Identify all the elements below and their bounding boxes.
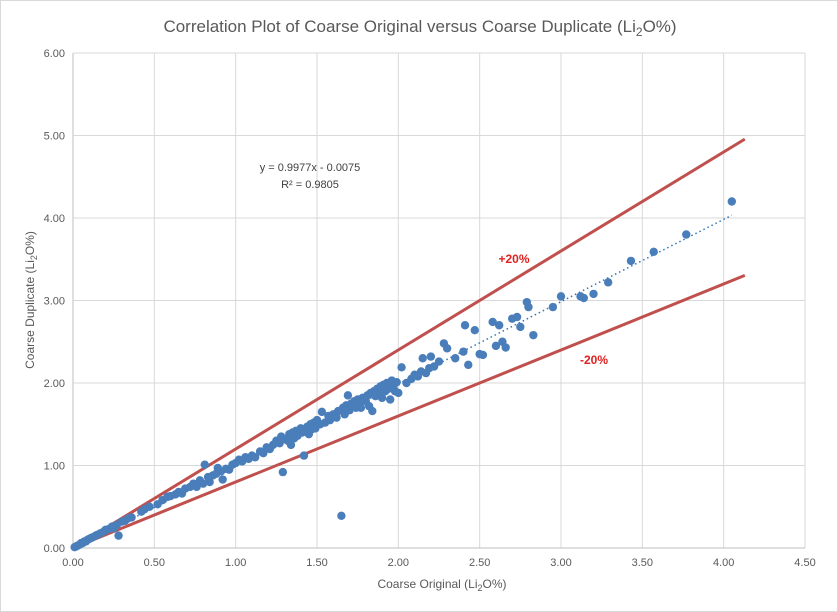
data-point [200,460,209,469]
x-tick-label: 3.50 [632,557,653,569]
data-point [512,312,522,322]
data-point [579,293,588,303]
data-point [368,406,377,416]
x-tick-label: 3.00 [550,557,571,569]
y-tick-labels: 0.00 1.00 2.00 3.00 4.00 5.00 6.00 [44,48,65,555]
y-tick-label: 4.00 [44,213,65,225]
data-point [589,289,598,299]
y-tick-label: 5.00 [44,131,65,143]
data-point [356,403,366,412]
data-point [548,302,558,312]
data-point [114,531,123,540]
chart-title: Correlation Plot of Coarse Original vers… [163,17,676,39]
data-point [478,350,488,360]
data-point [626,256,636,266]
data-point [145,502,154,511]
data-point [470,326,479,335]
data-point [317,407,327,417]
x-tick-label: 2.00 [388,557,409,569]
x-tick-label: 4.00 [713,557,734,569]
data-point [727,197,736,206]
data-point [394,388,403,398]
data-point [682,230,691,239]
data-point [529,330,538,340]
data-point [488,317,497,327]
y-tick-label: 0.00 [44,543,65,555]
band-lines [72,137,746,550]
trendline [72,214,733,550]
minus-20-label: -20% [580,353,608,367]
trendline-r2: R² = 0.9805 [281,179,339,191]
y-axis-title: Coarse Duplicate (Li2O%) [23,231,39,369]
data-point [556,292,566,301]
data-point [491,341,501,351]
data-point [418,354,427,363]
y-tick-label: 1.00 [44,461,65,473]
trendline-equation: y = 0.9977x - 0.0075 [260,162,361,174]
data-point [451,354,460,363]
data-point [397,363,406,372]
plus-20-label: +20% [498,252,529,266]
data-point [286,440,296,450]
data-point [442,344,452,353]
y-tick-label: 6.00 [44,48,65,60]
x-tick-label: 0.00 [62,557,83,569]
data-point [377,393,387,403]
data-point [603,278,613,287]
data-point [516,322,525,332]
data-point [127,513,136,522]
x-tick-label: 4.50 [794,557,815,569]
data-points [70,197,736,552]
data-point [250,453,260,462]
data-point [426,352,436,361]
data-point [649,247,658,257]
trendline-group [72,214,733,550]
x-tick-label: 1.00 [225,557,246,569]
data-point [464,360,473,370]
data-point [392,377,401,387]
data-point [343,391,353,400]
data-point [278,467,288,477]
data-point [524,302,533,312]
data-point [501,343,510,352]
x-axis-title: Coarse Original (Li2O%) [377,577,506,593]
y-tick-label: 2.00 [44,378,65,390]
data-point [460,321,470,330]
data-point [459,347,468,356]
x-tick-label: 0.50 [144,557,165,569]
data-point [386,395,395,404]
data-point [434,357,444,366]
data-point [205,477,214,487]
data-point [332,413,341,422]
data-point [299,451,309,460]
x-tick-labels: 0.00 0.50 1.00 1.50 2.00 2.50 3.00 3.50 4.00 4.50 [62,557,815,569]
x-tick-label: 2.50 [469,557,490,569]
data-point [198,479,208,488]
data-point [337,511,346,521]
data-point [192,482,201,492]
x-tick-label: 1.50 [306,557,327,569]
data-point [218,475,227,484]
grid-lines [72,52,806,549]
data-point [494,321,504,330]
plus-20-line [72,137,746,550]
y-tick-label: 3.00 [44,296,65,308]
minus-20-line [72,274,746,550]
